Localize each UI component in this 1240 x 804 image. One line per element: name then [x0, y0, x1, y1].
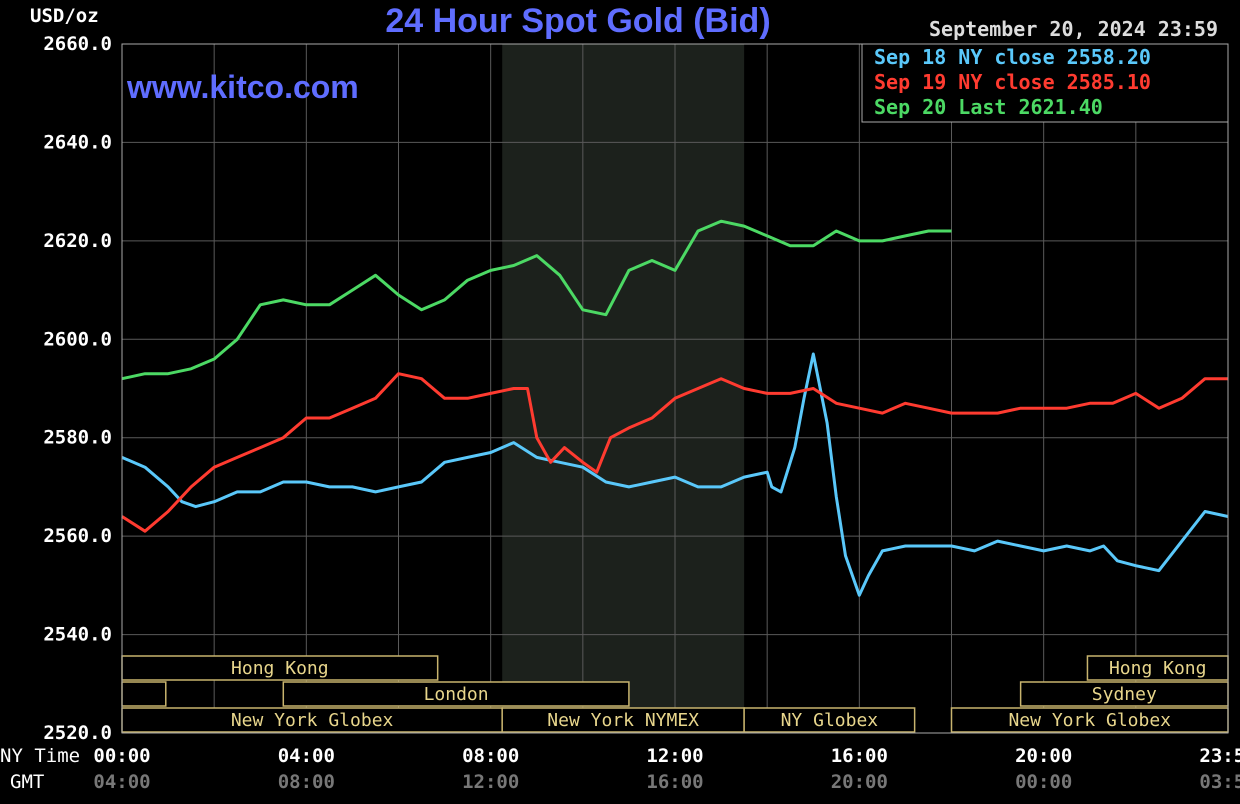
y-axis-ticks: 2520.0 2540.0 2560.0 2580.0 2600.0 2620.0 2640…	[43, 33, 112, 744]
x-tick-gmt: 04:00	[93, 771, 150, 793]
date-label: September 20, 2024 23:59	[929, 17, 1218, 41]
y-tick-label: 2520.0	[43, 722, 112, 744]
grid-lines	[121, 43, 1229, 734]
y-tick-label: 2600.0	[43, 328, 112, 350]
x-tick-gmt: 12:00	[462, 771, 519, 793]
plot-frame	[121, 43, 1229, 734]
y-tick-label: 2660.0	[43, 33, 112, 55]
session-box	[743, 707, 916, 733]
x-tick-ny: 23:59	[1199, 745, 1240, 767]
legend-entry-sep18: Sep 18 NY close 2558.20	[874, 45, 1151, 69]
x-tick-ny: 16:00	[831, 745, 888, 767]
y-unit-label: USD/oz	[30, 5, 99, 27]
y-tick-label: 2620.0	[43, 230, 112, 252]
session-box	[121, 655, 439, 681]
gmt-label: GMT	[10, 771, 44, 793]
y-tick-label: 2540.0	[43, 624, 112, 646]
session-label: Sydney	[1092, 684, 1157, 705]
legend-entry-sep20: Sep 20 Last 2621.40	[874, 95, 1103, 119]
session-label: London	[424, 684, 489, 705]
x-tick-gmt: 20:00	[831, 771, 888, 793]
session-label: Hong Kong	[1109, 658, 1207, 679]
legend: Sep 18 NY close 2558.20 Sep 19 NY close …	[861, 43, 1229, 123]
website-label: www.kitco.com	[126, 69, 359, 105]
x-tick-ny: 00:00	[93, 745, 150, 767]
y-tick-label: 2640.0	[43, 131, 112, 153]
x-tick-ny: 20:00	[1015, 745, 1072, 767]
series-line-0	[121, 352, 1229, 597]
session-label: New York NYMEX	[547, 710, 699, 731]
nymex-shaded-period	[502, 44, 745, 733]
ny-time-label: NY Time	[0, 745, 80, 767]
series-line-2	[121, 219, 952, 381]
legend-entry-sep19: Sep 19 NY close 2585.10	[874, 70, 1151, 94]
session-label: New York Globex	[231, 710, 394, 731]
session-box	[950, 707, 1229, 733]
chart-title: 24 Hour Spot Gold (Bid)	[385, 2, 770, 40]
session-label: Hong Kong	[231, 658, 329, 679]
x-tick-gmt: 00:00	[1015, 771, 1072, 793]
session-box	[1086, 655, 1229, 681]
session-box	[282, 681, 630, 707]
x-tick-gmt: 03:59	[1199, 771, 1240, 793]
y-tick-label: 2580.0	[43, 427, 112, 449]
x-tick-ny: 08:00	[462, 745, 519, 767]
session-box	[121, 681, 167, 707]
session-label: New York Globex	[1008, 710, 1171, 731]
market-sessions: Hong Kong London New York Globex New York N…	[121, 655, 1229, 733]
x-tick-ny: 12:00	[646, 745, 703, 767]
series-lines	[121, 219, 1229, 597]
series-line-1	[121, 372, 1228, 533]
x-tick-gmt: 08:00	[278, 771, 335, 793]
x-tick-ny: 04:00	[278, 745, 335, 767]
x-axis-ticks: 00:00 04:00 08:00 12:00 16:00 20:00 23:59 04:00…	[93, 745, 1240, 793]
legend-box	[861, 43, 1229, 123]
x-tick-gmt: 16:00	[646, 771, 703, 793]
y-tick-label: 2560.0	[43, 525, 112, 547]
session-label: NY Globex	[781, 710, 879, 731]
